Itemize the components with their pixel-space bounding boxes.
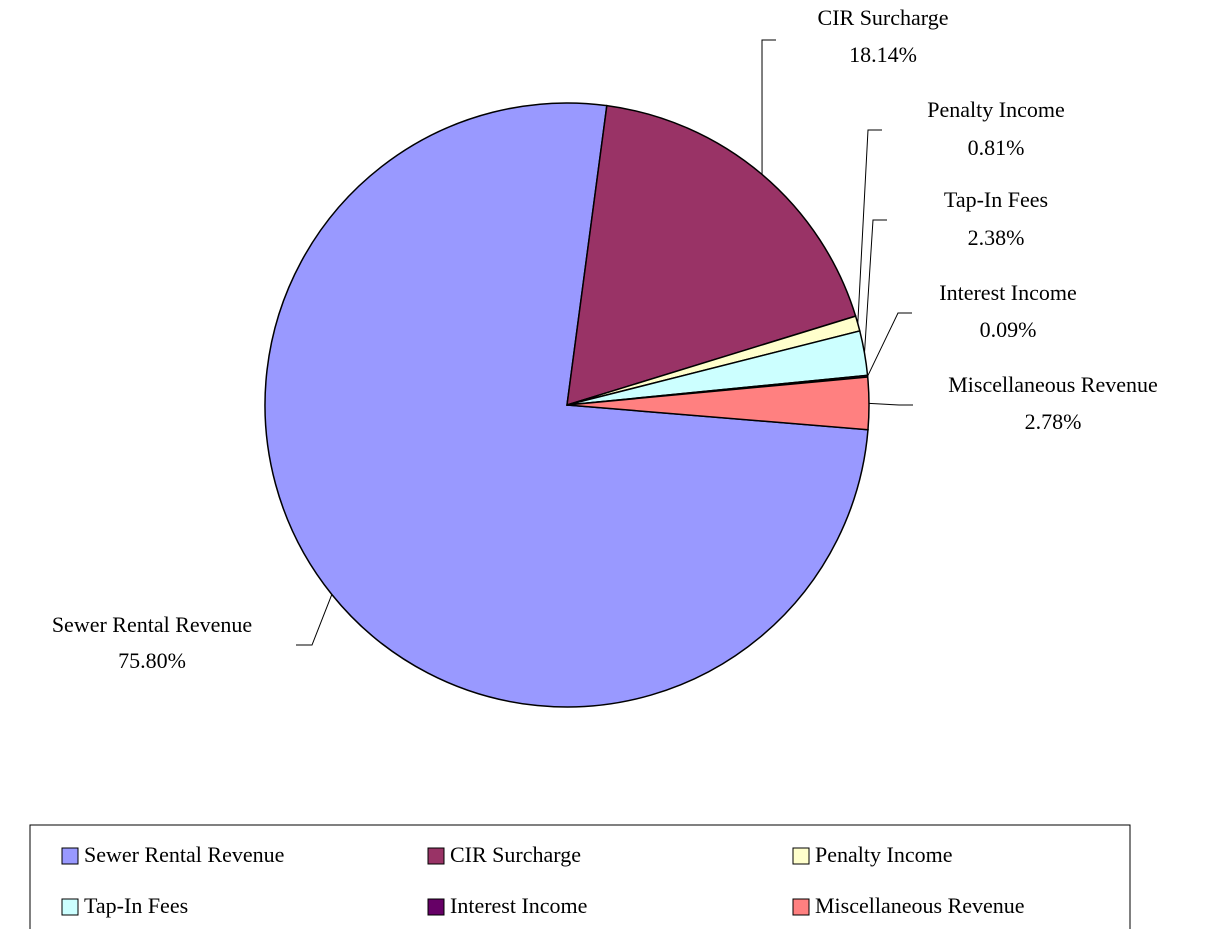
legend-swatch: [792, 847, 810, 865]
leader-line: [867, 312, 912, 377]
legend-box: [29, 824, 1131, 934]
leader-line: [761, 39, 776, 175]
data-label: 0.09%: [980, 317, 1037, 342]
data-label: 75.80%: [118, 648, 186, 673]
legend-label: CIR Surcharge: [450, 842, 581, 867]
leader-line: [857, 129, 882, 324]
leader-line: [296, 594, 333, 646]
data-label-name: Sewer Rental Revenue: [52, 612, 252, 637]
pie-slice: [566, 376, 870, 431]
data-label-name: Miscellaneous Revenue: [948, 372, 1158, 397]
legend-label: Tap-In Fees: [84, 893, 188, 918]
leader-line: [868, 402, 913, 406]
legend-swatch: [61, 898, 79, 916]
data-label: 2.78%: [1025, 409, 1082, 434]
data-label-name: Interest Income: [939, 280, 1076, 305]
legend-label: Penalty Income: [815, 842, 952, 867]
legend-label: Miscellaneous Revenue: [815, 893, 1025, 918]
legend-swatch: [427, 847, 445, 865]
legend-swatch: [427, 898, 445, 916]
data-label: 2.38%: [968, 225, 1025, 250]
legend-swatch: [61, 847, 79, 865]
data-label: 0.81%: [968, 135, 1025, 160]
data-label-name: Tap-In Fees: [944, 187, 1048, 212]
leader-line: [863, 219, 887, 354]
legend-label: Sewer Rental Revenue: [84, 842, 284, 867]
legend-label: Interest Income: [450, 893, 587, 918]
data-label-name: Penalty Income: [927, 97, 1064, 122]
data-label-name: CIR Surcharge: [818, 5, 949, 30]
data-label: 18.14%: [849, 42, 917, 67]
legend-swatch: [792, 898, 810, 916]
